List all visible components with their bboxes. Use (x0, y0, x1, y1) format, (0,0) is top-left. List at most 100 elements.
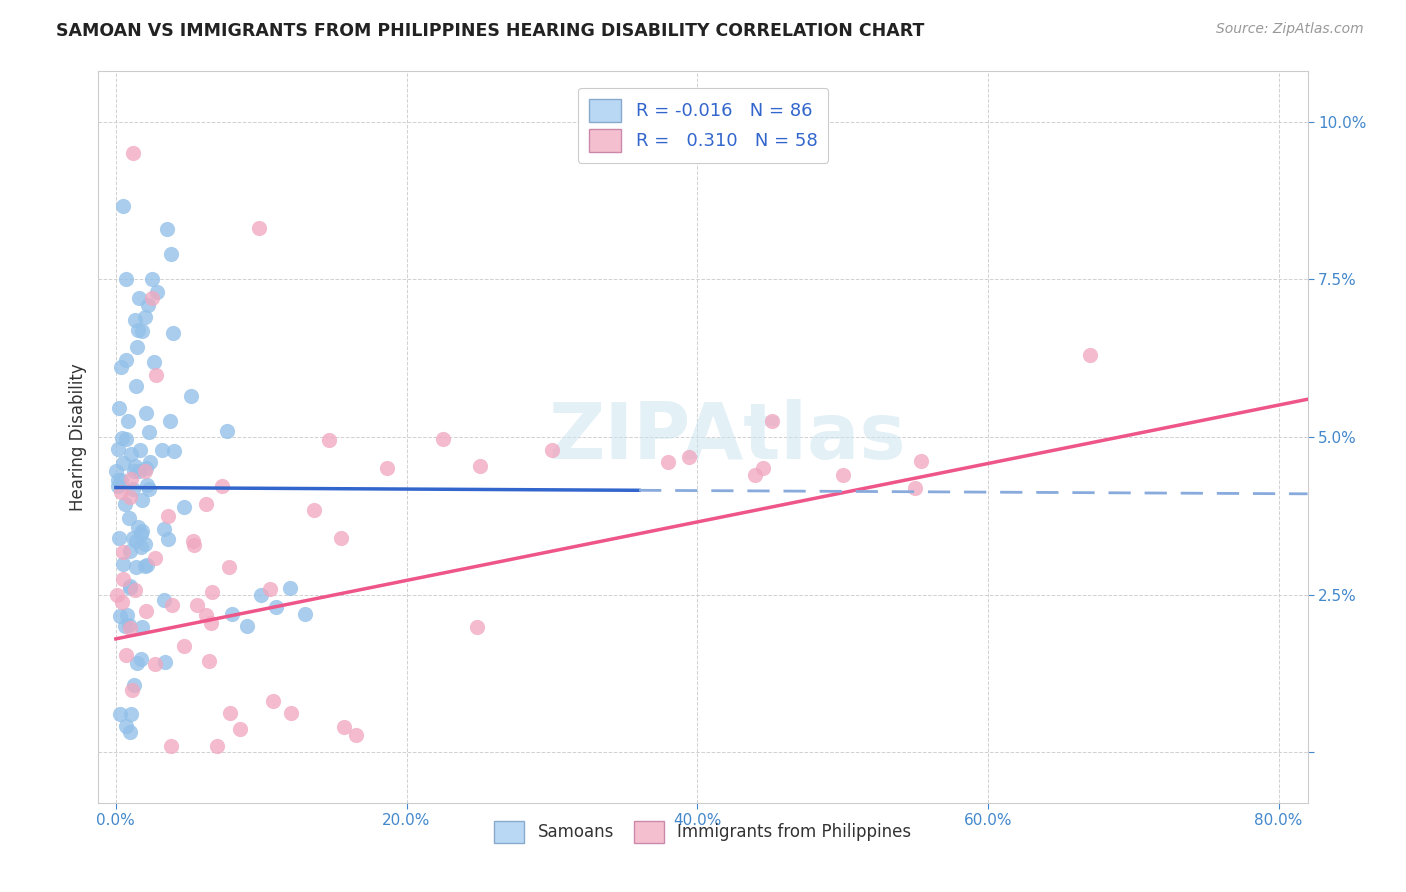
Point (162, 326, 184, 340)
Point (120, 543, 142, 558)
Point (235, 619, 257, 633)
Point (115, 648, 138, 663)
Point (122, 146, 145, 161)
Point (143, 550, 166, 565)
Point (207, 739, 229, 753)
Point (122, 678, 145, 692)
Point (145, 285, 167, 299)
Point (115, 432, 138, 446)
Point (280, 706, 302, 720)
Point (160, 598, 183, 612)
Point (120, 490, 142, 504)
Point (125, 533, 148, 548)
Point (141, 272, 163, 286)
Point (138, 482, 160, 496)
Point (129, 442, 152, 457)
Point (131, 620, 153, 634)
Point (110, 706, 132, 721)
Y-axis label: Hearing Disability: Hearing Disability (69, 363, 87, 511)
Point (112, 572, 135, 586)
Point (134, 559, 156, 574)
Point (115, 719, 138, 733)
Point (118, 725, 141, 739)
Point (125, 340, 148, 354)
Point (127, 323, 149, 337)
Point (118, 621, 141, 635)
Text: ZIPAtlas: ZIPAtlas (548, 399, 905, 475)
Point (163, 444, 186, 458)
Point (195, 496, 218, 510)
Point (108, 531, 131, 545)
Point (131, 492, 153, 507)
Point (110, 431, 132, 445)
Point (127, 520, 149, 534)
Point (904, 481, 927, 495)
Point (120, 472, 142, 486)
Point (134, 537, 156, 551)
Point (221, 607, 243, 621)
Point (122, 482, 145, 496)
Point (278, 582, 301, 596)
Point (229, 722, 252, 736)
Point (112, 557, 135, 571)
Point (125, 379, 148, 393)
Point (432, 433, 454, 447)
Point (134, 310, 156, 325)
Point (181, 534, 204, 549)
Point (111, 199, 134, 213)
Point (110, 485, 132, 500)
Point (465, 620, 488, 634)
Text: SAMOAN VS IMMIGRANTS FROM PHILIPPINES HEARING DISABILITY CORRELATION CHART: SAMOAN VS IMMIGRANTS FROM PHILIPPINES HE… (56, 22, 925, 40)
Point (124, 583, 146, 598)
Point (107, 442, 129, 456)
Point (114, 497, 136, 511)
Point (145, 368, 167, 382)
Point (117, 414, 139, 428)
Point (135, 558, 157, 572)
Point (540, 442, 562, 457)
Point (114, 619, 136, 633)
Point (136, 298, 159, 312)
Point (155, 655, 177, 669)
Point (134, 464, 156, 478)
Point (173, 500, 195, 515)
Point (215, 424, 238, 438)
Point (145, 657, 167, 671)
Point (751, 461, 773, 475)
Point (118, 511, 141, 525)
Point (110, 473, 132, 487)
Point (186, 599, 208, 613)
Point (124, 458, 146, 473)
Point (111, 545, 134, 559)
Point (330, 531, 353, 545)
Point (118, 581, 141, 595)
Point (157, 532, 180, 546)
Point (150, 442, 173, 457)
Point (333, 720, 356, 734)
Point (183, 538, 205, 552)
Point (375, 461, 398, 475)
Point (131, 652, 153, 666)
Point (128, 464, 150, 478)
Point (121, 682, 143, 697)
Point (122, 464, 145, 478)
Point (131, 324, 153, 338)
Point (110, 360, 132, 375)
Point (120, 447, 142, 461)
Point (159, 739, 181, 753)
Point (107, 473, 129, 487)
Point (142, 354, 165, 368)
Point (259, 582, 281, 596)
Point (211, 479, 233, 493)
Point (657, 455, 679, 469)
Point (108, 609, 131, 624)
Point (198, 654, 221, 668)
Text: Source: ZipAtlas.com: Source: ZipAtlas.com (1216, 22, 1364, 37)
Point (173, 639, 195, 653)
Point (105, 588, 128, 602)
Point (200, 616, 222, 631)
Point (111, 595, 134, 609)
Point (294, 607, 316, 621)
Point (127, 657, 149, 671)
Point (247, 220, 270, 235)
